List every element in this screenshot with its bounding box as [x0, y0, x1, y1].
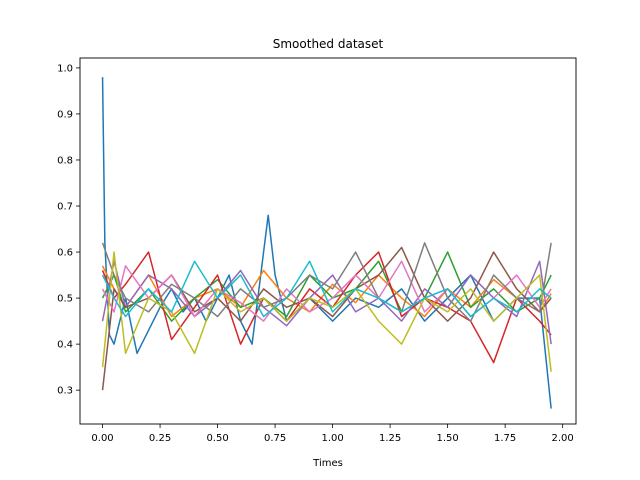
y-tick-label: 1.0 — [57, 63, 73, 74]
series-line-10 — [101, 260, 552, 318]
x-tick-label: 2.00 — [552, 433, 574, 444]
y-tick-label: 0.8 — [57, 155, 73, 166]
x-tick-label: 0.25 — [149, 433, 171, 444]
x-tick-label: 1.50 — [436, 433, 458, 444]
x-axis-ticks: 0.00 0.25 0.50 0.75 1.00 1.25 1.50 1.75 2.00 — [91, 424, 574, 444]
x-tick-label: 0.75 — [264, 433, 286, 444]
series-line-8 — [101, 242, 552, 322]
chart-title: Smoothed dataset — [273, 37, 384, 51]
series-layer — [101, 77, 552, 409]
x-tick-label: 1.75 — [494, 433, 516, 444]
series-line-4 — [101, 251, 552, 364]
y-tick-label: 0.4 — [57, 340, 73, 351]
x-tick-label: 1.00 — [321, 433, 343, 444]
x-tick-label: 1.25 — [379, 433, 401, 444]
y-tick-label: 0.5 — [57, 294, 73, 305]
x-tick-label: 0.00 — [91, 433, 113, 444]
x-axis-label: Times — [312, 458, 343, 469]
plot-frame — [79, 57, 577, 425]
y-tick-label: 0.3 — [57, 386, 73, 397]
y-tick-label: 0.6 — [57, 248, 73, 259]
y-axis-ticks: 0.3 0.4 0.5 0.6 0.7 0.8 0.9 1.0 — [57, 63, 80, 397]
x-tick-label: 0.50 — [206, 433, 228, 444]
y-tick-label: 0.7 — [57, 202, 73, 213]
y-tick-label: 0.9 — [57, 109, 73, 120]
series-line-9 — [101, 251, 552, 372]
